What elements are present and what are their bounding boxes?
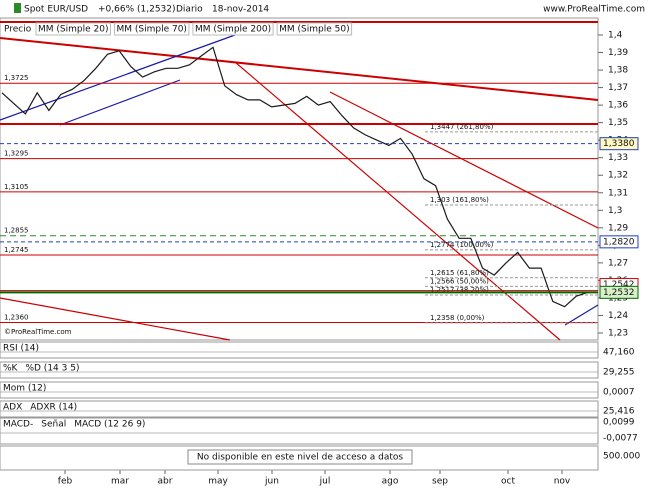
level-label: 1,3725 <box>4 74 29 82</box>
trend-line <box>329 91 599 229</box>
price-label: 1,2542 <box>603 280 635 290</box>
fib-label: 1,2517 (38,20%) <box>430 286 489 294</box>
indicator-reading: 29,255 <box>603 368 635 378</box>
y-label: Precio <box>4 25 32 35</box>
level-label: 1,2855 <box>4 227 29 235</box>
price-label: 1,2820 <box>603 237 635 247</box>
indicator-reading: -0,0077 <box>603 434 638 444</box>
price-line <box>1 46 589 308</box>
plot-frame <box>0 17 599 341</box>
price-label: 1,3380 <box>603 139 635 149</box>
x-tick-label: feb <box>58 477 73 487</box>
panel <box>0 361 599 379</box>
indicator-name: Mom (12) <box>3 384 46 394</box>
y-tick-label: 1,37 <box>608 83 628 93</box>
fib-label: 1,2774 (100,00%) <box>430 241 494 249</box>
x-tick-label: nov <box>554 477 571 487</box>
y-tick-label: 1,33 <box>608 153 628 163</box>
indicator-name: %D (14 3 5) <box>25 364 79 374</box>
fib-label: 1,3447 (261,80%) <box>430 123 494 131</box>
level-label: 1,2360 <box>4 313 29 321</box>
indicator-reading: 47,160 <box>603 348 635 358</box>
dynamic-layer: 1,41,391,381,371,361,351,341,331,321,311… <box>0 22 640 487</box>
price-box <box>599 137 639 151</box>
legend-box <box>113 22 190 36</box>
indicator-name: Señal <box>41 420 66 430</box>
price-label: 1,2532 <box>603 288 635 298</box>
change: +0,66% (1,2532) <box>98 5 176 15</box>
legend-entry: MM (Simple 50) <box>279 25 349 35</box>
notice: No disponible en este nivel de acceso a … <box>197 453 403 463</box>
y-tick-label: 1,4 <box>608 31 623 41</box>
indicator-name: RSI (14) <box>3 344 39 354</box>
date: 18-nov-2014 <box>212 5 269 15</box>
x-tick-label: may <box>208 477 228 487</box>
trend-lines <box>0 21 599 341</box>
indicator-name: MACD- <box>3 420 33 430</box>
indicator-frames <box>0 341 599 471</box>
y-tick-label: 1,32 <box>608 171 628 181</box>
y-tick-label: 1,31 <box>608 188 628 198</box>
indicator-name: MACD (12 26 9) <box>74 420 145 430</box>
x-tick-label: mar <box>111 477 129 487</box>
notice-box <box>187 449 413 465</box>
fib-label: 1,2566 (50,00%) <box>430 277 489 285</box>
level-label: 1,3105 <box>4 183 29 191</box>
indicator-name: %K <box>3 364 19 374</box>
copyright: ©ProRealTime.com <box>4 328 72 336</box>
x-tick-label: ago <box>382 477 399 487</box>
legend-box <box>192 22 274 36</box>
period: Diario <box>176 5 203 15</box>
y-tick-label: 1,38 <box>608 66 628 76</box>
legend-box <box>35 22 111 36</box>
trend-line <box>0 297 231 341</box>
indicator-reading: 25,416 <box>603 407 635 417</box>
y-tick-label: 1,23 <box>608 328 628 338</box>
panel <box>0 381 599 399</box>
x-tick-label: abr <box>158 477 173 487</box>
volume-label: 500.000 <box>603 452 640 462</box>
y-tick-label: 1,35 <box>608 118 628 128</box>
x-tick-label: sep <box>432 477 448 487</box>
y-tick-label: 1,3 <box>608 206 622 216</box>
panel <box>0 341 599 359</box>
indicator-name: ADX <box>3 403 22 413</box>
price-box <box>599 235 639 249</box>
x-tick-label: oct <box>501 477 515 487</box>
fib-label: 1,2615 (61,80%) <box>430 269 489 277</box>
y-tick-label: 1,36 <box>608 101 628 111</box>
fib-label: 1,303 (161,80%) <box>430 196 489 204</box>
level-label: 1,3295 <box>4 150 29 158</box>
y-tick-label: 1,27 <box>608 258 628 268</box>
chart-title: Spot EUR/USD <box>24 5 88 15</box>
indicator-upper: 0,0099 <box>603 418 635 428</box>
channel-line <box>0 34 236 121</box>
panel <box>0 417 599 445</box>
legend-box <box>276 22 353 36</box>
legend-entry: MM (Simple 20) <box>38 25 108 35</box>
source: www.ProRealTime.com <box>543 5 645 15</box>
fib-label: 1,2358 (0,00%) <box>430 314 485 322</box>
channel-line <box>59 79 181 126</box>
y-tick-label: 1,29 <box>608 223 628 233</box>
trend-line <box>0 37 599 101</box>
trend-line <box>234 61 561 341</box>
up-icon <box>14 3 21 13</box>
level-label: 1,2745 <box>4 246 29 254</box>
indicator-name: ADXR (14) <box>30 403 77 413</box>
y-tick-label: 1,24 <box>608 311 628 321</box>
legend-entry: MM (Simple 70) <box>116 25 186 35</box>
x-tick-label: jun <box>264 477 279 487</box>
legend-entry: MM (Simple 200) <box>195 25 271 35</box>
panel <box>0 400 599 418</box>
channel-line <box>564 304 599 326</box>
x-tick-label: jul <box>319 477 331 487</box>
price-box <box>599 285 639 299</box>
indicator-reading: 0,0007 <box>603 388 635 398</box>
y-tick-label: 1,39 <box>608 48 628 58</box>
panel <box>0 445 599 471</box>
